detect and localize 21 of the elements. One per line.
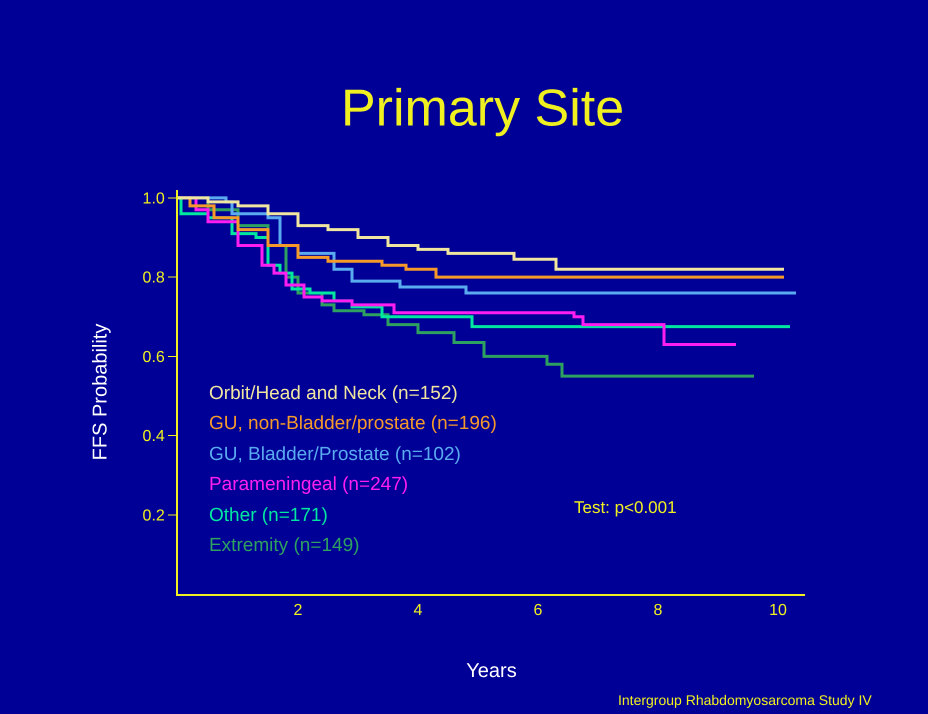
y-tick-label: 0.8 <box>142 270 165 287</box>
x-tick-label: 4 <box>414 602 423 620</box>
text: Orbit/Head and Neck (n=152) <box>209 383 458 404</box>
x-tick-label: 2 <box>294 602 303 620</box>
text: GU, non-Bladder/prostate (n=196) <box>209 413 497 434</box>
y-tick-label: 0.2 <box>142 507 165 524</box>
text: Extremity (n=149) <box>209 535 360 556</box>
x-axis-title: Years <box>466 660 517 682</box>
y-tick-label: 0.4 <box>142 428 165 446</box>
y-axis-title: FFS Probability <box>90 324 112 460</box>
text: Parameningeal (n=247) <box>209 474 408 495</box>
text: GU, Bladder/Prostate (n=102) <box>209 444 461 465</box>
text: Intergroup Rhabdomyosarcoma Study IV <box>618 692 872 708</box>
text: Other (n=171) <box>209 505 328 526</box>
x-tick-label: 10 <box>769 602 787 620</box>
chart-title: Primary Site <box>340 79 624 138</box>
x-tick-label: 6 <box>534 602 543 620</box>
annotation: Test: p<0.001 <box>574 498 677 517</box>
x-tick-label: 8 <box>654 602 663 620</box>
y-tick-label: 0.6 <box>142 348 165 366</box>
y-tick-label: 1.0 <box>142 190 165 208</box>
